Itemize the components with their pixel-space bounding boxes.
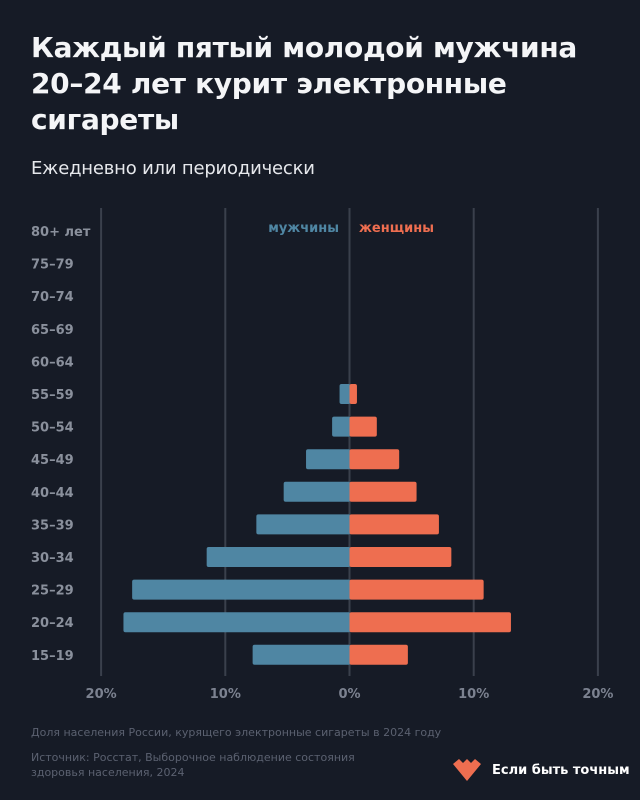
bar-female [349,644,408,665]
pyramid-chart: 80+ лет 75–79 70–74 65–69 60–64 55–59 50–54 45–… [31,208,614,702]
bar-female [349,384,357,404]
age-group-label: 25–29 [31,584,74,599]
age-group-label: 70–74 [31,290,74,305]
bar-male [252,644,351,665]
x-tick-label: 10% [458,687,489,702]
bar-female [349,449,400,470]
legend-female: женщины [359,221,434,236]
age-group-label: 80+ лет [31,225,91,240]
brand-name: Если быть точным [492,762,630,778]
x-axis-ticks: 20% 10% 0% 10% 20% [86,687,614,702]
brand: Если быть точным [452,758,630,782]
age-group-label: 45–49 [31,453,74,468]
age-group-label: 60–64 [31,355,74,370]
age-group-label: 30–34 [31,551,74,566]
age-group-label: 15–19 [31,649,74,664]
age-group-label: 35–39 [31,518,74,533]
x-tick-label: 20% [582,687,613,702]
bar-male [206,547,351,567]
age-group-label: 20–24 [31,616,74,631]
bar-female [349,579,484,600]
x-tick-label: 20% [86,687,117,702]
heart-logo-icon [453,759,481,781]
age-group-label: 40–44 [31,486,74,501]
bar-male [332,416,351,437]
bar-female [349,416,377,437]
bar-male [123,612,351,633]
age-labels: 80+ лет 75–79 70–74 65–69 60–64 55–59 50–54 45–… [31,225,91,664]
bar-male [132,579,351,600]
legend-male: мужчины [268,221,339,236]
bar-female [349,547,452,567]
x-tick-label: 10% [210,687,241,702]
x-tick-label: 0% [338,687,360,702]
source-line-1: Источник: Росстат, Выборочное наблюдение… [31,751,355,764]
source-line-2: здоровья населения, 2024 [31,766,185,779]
bar-male [306,449,351,470]
bar-male [283,481,351,502]
age-group-label: 75–79 [31,258,74,273]
page-subtitle: Ежедневно или периодически [31,158,315,179]
page-title: Каждый пятый молодой мужчина 20–24 лет к… [31,31,577,136]
age-group-label: 50–54 [31,421,74,436]
grid-lines [100,208,599,676]
age-group-label: 55–59 [31,388,74,403]
age-group-label: 65–69 [31,323,74,338]
bars [123,384,511,665]
bar-female [349,612,511,633]
source-note: Источник: Росстат, Выборочное наблюдение… [31,750,371,780]
footnote: Доля населения России, курящего электрон… [31,726,442,739]
bar-male [256,514,351,535]
bar-male [339,384,351,404]
bar-female [349,514,439,535]
bar-female [349,481,417,502]
